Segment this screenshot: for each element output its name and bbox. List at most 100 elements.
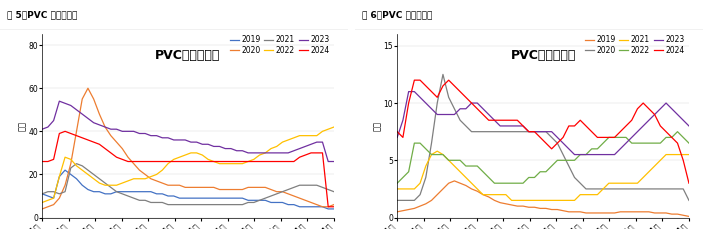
2021 (72, 162, 81, 165)
2019 (221, 197, 229, 199)
2019 (393, 210, 401, 213)
2019 (233, 197, 241, 199)
2019 (330, 207, 338, 210)
2019 (450, 180, 458, 182)
Text: PVC乙烯法库存: PVC乙烯法库存 (510, 49, 576, 62)
2021 (502, 193, 510, 196)
2022 (530, 176, 538, 179)
2023 (233, 149, 241, 152)
2022 (673, 130, 682, 133)
2024 (502, 119, 510, 122)
2021 (204, 203, 212, 206)
2022 (227, 162, 236, 165)
2020 (147, 177, 155, 180)
2024 (38, 160, 46, 163)
2024 (330, 205, 338, 208)
2023 (67, 104, 75, 107)
Y-axis label: 万吨: 万吨 (18, 121, 27, 131)
Line: 2020: 2020 (397, 74, 689, 200)
Line: 2024: 2024 (397, 80, 689, 183)
2020 (536, 130, 544, 133)
2019 (67, 173, 75, 176)
2023 (198, 143, 207, 146)
2019 (181, 197, 189, 199)
2024 (668, 136, 676, 139)
2020 (84, 87, 92, 90)
2021 (582, 193, 591, 196)
2020 (221, 188, 229, 191)
2020 (61, 184, 70, 187)
Line: 2021: 2021 (42, 164, 334, 205)
2019 (416, 205, 425, 207)
2022 (570, 159, 579, 162)
2024 (576, 119, 584, 122)
2022 (38, 201, 46, 204)
Legend: 2019, 2020, 2021, 2022, 2023, 2024: 2019, 2020, 2021, 2022, 2023, 2024 (229, 35, 330, 56)
2020 (181, 186, 189, 189)
Line: 2020: 2020 (42, 88, 334, 209)
2020 (685, 199, 693, 202)
2019 (685, 215, 693, 218)
2021 (542, 199, 550, 202)
2023 (324, 160, 333, 163)
2023 (38, 128, 46, 131)
2023 (404, 90, 413, 93)
2022 (175, 156, 183, 158)
Line: 2022: 2022 (397, 132, 689, 183)
2023 (502, 125, 510, 127)
Line: 2019: 2019 (42, 170, 334, 209)
Line: 2023: 2023 (42, 101, 334, 161)
2019 (198, 197, 207, 199)
2024 (410, 79, 418, 82)
Line: 2022: 2022 (42, 127, 334, 202)
2023 (582, 153, 591, 156)
2019 (502, 202, 510, 205)
2021 (330, 190, 338, 193)
Text: 图 5：PVC 电石法库存: 图 5：PVC 电石法库存 (7, 10, 77, 19)
2024 (324, 205, 333, 208)
2021 (164, 203, 172, 206)
2022 (307, 134, 315, 137)
2021 (416, 182, 425, 185)
2019 (147, 190, 155, 193)
Text: 图 6：PVC 乙烯法库存: 图 6：PVC 乙烯法库存 (362, 10, 432, 19)
2024 (536, 136, 544, 139)
2020 (233, 188, 241, 191)
Y-axis label: 万吨: 万吨 (373, 121, 382, 131)
2019 (588, 212, 596, 214)
2023 (593, 153, 602, 156)
2023 (55, 100, 63, 103)
2022 (141, 177, 149, 180)
2023 (422, 102, 430, 104)
2020 (668, 188, 676, 190)
2024 (588, 130, 596, 133)
2020 (502, 130, 510, 133)
2019 (536, 207, 544, 210)
2021 (393, 188, 401, 190)
2020 (439, 73, 447, 76)
2021 (147, 201, 155, 204)
2022 (496, 182, 504, 185)
2023 (221, 147, 229, 150)
2019 (61, 169, 70, 172)
2024 (221, 160, 229, 163)
2024 (67, 132, 75, 135)
2024 (393, 130, 401, 133)
2024 (685, 182, 693, 185)
2024 (147, 160, 155, 163)
2023 (553, 136, 562, 139)
Line: 2019: 2019 (397, 181, 689, 216)
2020 (38, 207, 46, 210)
2019 (576, 210, 584, 213)
2019 (38, 192, 46, 195)
2023 (393, 136, 401, 139)
Line: 2024: 2024 (42, 131, 334, 207)
2023 (181, 139, 189, 141)
2022 (416, 142, 425, 144)
2024 (233, 160, 241, 163)
2023 (570, 153, 579, 156)
2020 (393, 199, 401, 202)
2021 (559, 199, 567, 202)
2024 (61, 130, 70, 133)
2024 (181, 160, 189, 163)
